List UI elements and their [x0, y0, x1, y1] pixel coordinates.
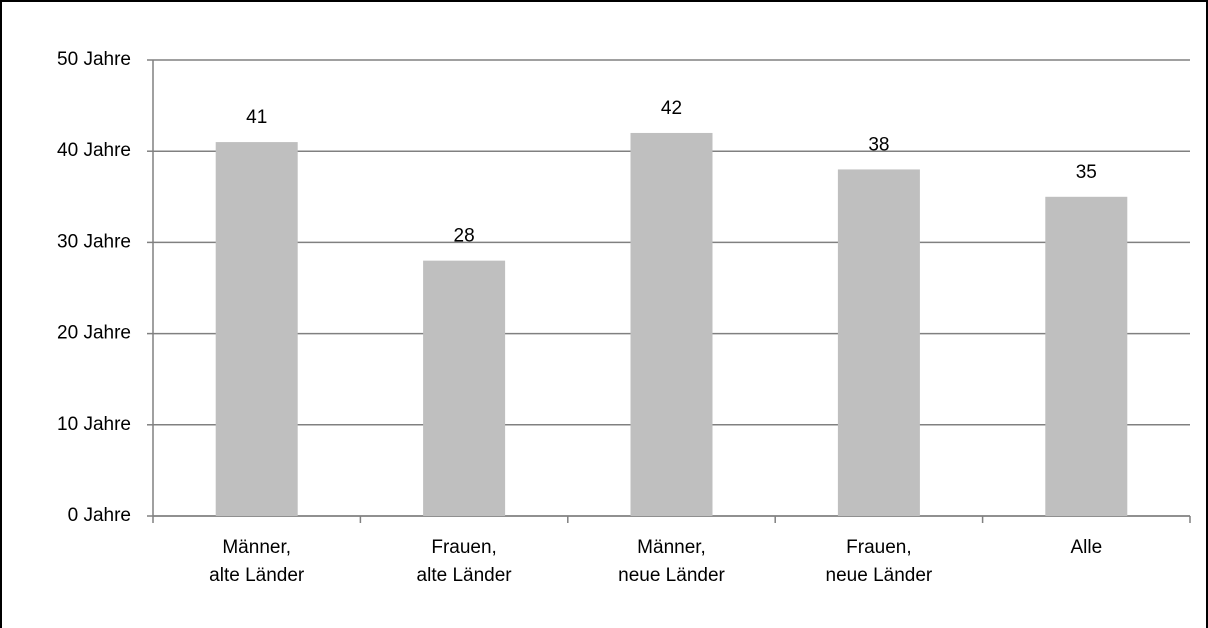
bar [630, 132, 713, 516]
bar [837, 169, 920, 516]
y-tick-label: 40 Jahre [57, 140, 131, 161]
x-tick-label: neue Länder [618, 565, 725, 586]
x-tick-label: alte Länder [417, 565, 513, 586]
bar [423, 260, 506, 516]
x-tick-label: Männer, [222, 537, 291, 558]
x-tick-label: alte Länder [209, 565, 305, 586]
x-tick-label: neue Länder [826, 565, 933, 586]
value-label: 35 [1076, 162, 1097, 183]
y-tick-label: 10 Jahre [57, 414, 131, 435]
x-tick-label: Frauen, [431, 537, 496, 558]
y-tick-label: 0 Jahre [68, 505, 131, 526]
value-label: 41 [246, 107, 267, 128]
bar [215, 142, 298, 516]
x-tick-label: Männer, [637, 537, 706, 558]
x-tick-label: Frauen, [846, 537, 911, 558]
y-tick-label: 30 Jahre [57, 231, 131, 252]
y-tick-label: 50 Jahre [57, 49, 131, 70]
value-label: 28 [454, 226, 475, 247]
value-label: 42 [661, 98, 682, 119]
y-tick-label: 20 Jahre [57, 323, 131, 344]
bar [1045, 196, 1128, 517]
value-label: 38 [868, 134, 889, 155]
x-tick-label: Alle [1070, 537, 1102, 558]
